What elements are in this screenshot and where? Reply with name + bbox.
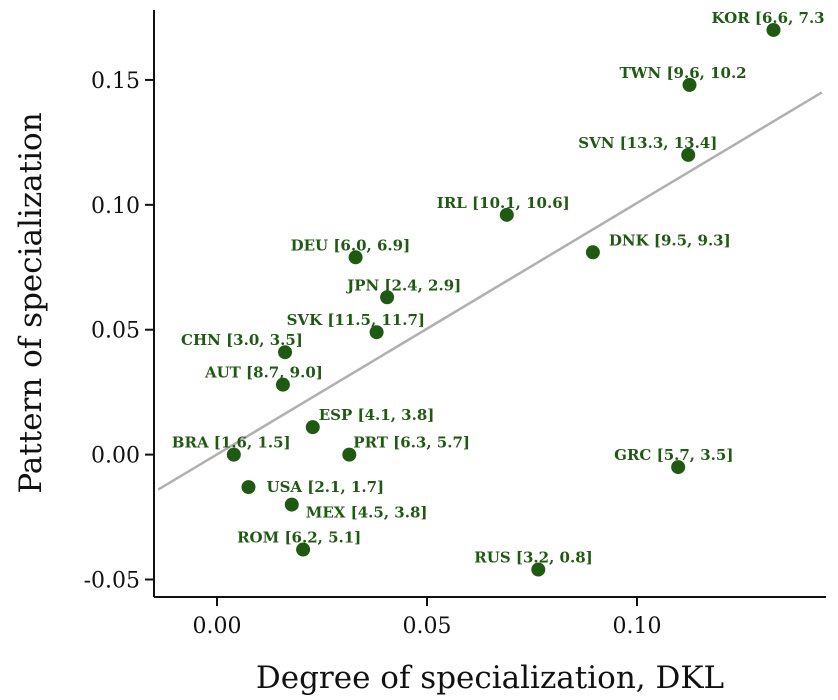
point-label: BRA [1.6, 1.5]	[172, 434, 291, 452]
data-point	[275, 377, 290, 392]
y-axis-title: Pattern of specialization	[13, 112, 49, 493]
point-label: MEX [4.5, 3.8]	[306, 504, 428, 522]
data-point	[241, 480, 256, 495]
point-label: RUS [3.2, 0.8]	[474, 549, 592, 567]
data-point	[369, 325, 384, 340]
data-point	[380, 290, 395, 305]
y-tick-label: 0.15	[91, 69, 140, 94]
y-tick-label: 0.00	[91, 444, 140, 469]
data-point	[531, 562, 546, 577]
point-label: GRC [5.7, 3.5]	[614, 446, 733, 464]
point-labels: KOR [6.6, 7.3 TWN [9.6, 10.2 SVN [13.3, 13…	[172, 9, 825, 567]
y-tick-label: 0.05	[91, 319, 140, 344]
data-points	[226, 22, 781, 577]
y-tick-label: 0.10	[91, 194, 140, 219]
x-tick-label: 0.05	[403, 614, 452, 639]
x-tick-label: 0.00	[193, 614, 242, 639]
point-label: PRT [6.3, 5.7]	[353, 434, 470, 452]
data-point	[585, 245, 600, 260]
data-point	[671, 460, 686, 475]
data-point	[499, 207, 514, 222]
trend-line	[157, 91, 823, 491]
point-label: ESP [4.1, 3.8]	[319, 406, 435, 424]
point-label: JPN [2.4, 2.9]	[345, 276, 461, 294]
data-point	[284, 497, 299, 512]
data-point	[226, 447, 241, 462]
data-point	[766, 22, 781, 37]
data-point	[681, 147, 696, 162]
x-axis-ticks: 0.00 0.05 0.10	[193, 597, 662, 639]
point-label: TWN [9.6, 10.2	[620, 64, 747, 82]
point-label: SVN [13.3, 13.4]	[578, 134, 717, 152]
data-point	[305, 420, 320, 435]
y-axis-ticks: -0.05 0.00 0.05 0.10 0.15	[84, 69, 154, 594]
point-label: DEU [6.0, 6.9]	[291, 236, 411, 254]
data-point	[278, 345, 293, 360]
point-label: IRL [10.1, 10.6]	[437, 194, 570, 212]
y-tick-label: -0.05	[84, 569, 140, 594]
point-label: CHN [3.0, 3.5]	[181, 331, 303, 349]
x-tick-label: 0.10	[613, 614, 662, 639]
data-point	[342, 447, 357, 462]
point-label: ROM [6.2, 5.1]	[237, 529, 361, 547]
point-label: DNK [9.5, 9.3]	[609, 231, 731, 249]
data-point	[348, 250, 363, 265]
data-point	[296, 542, 311, 557]
point-label: AUT [8.7, 9.0]	[204, 364, 323, 382]
point-label: KOR [6.6, 7.3	[712, 9, 825, 27]
x-axis-title: Degree of specialization, DKL	[256, 660, 724, 696]
point-label: USA [2.1, 1.7]	[267, 478, 385, 496]
data-point	[682, 77, 697, 92]
point-label: SVK [11.5, 11.7]	[287, 311, 425, 329]
